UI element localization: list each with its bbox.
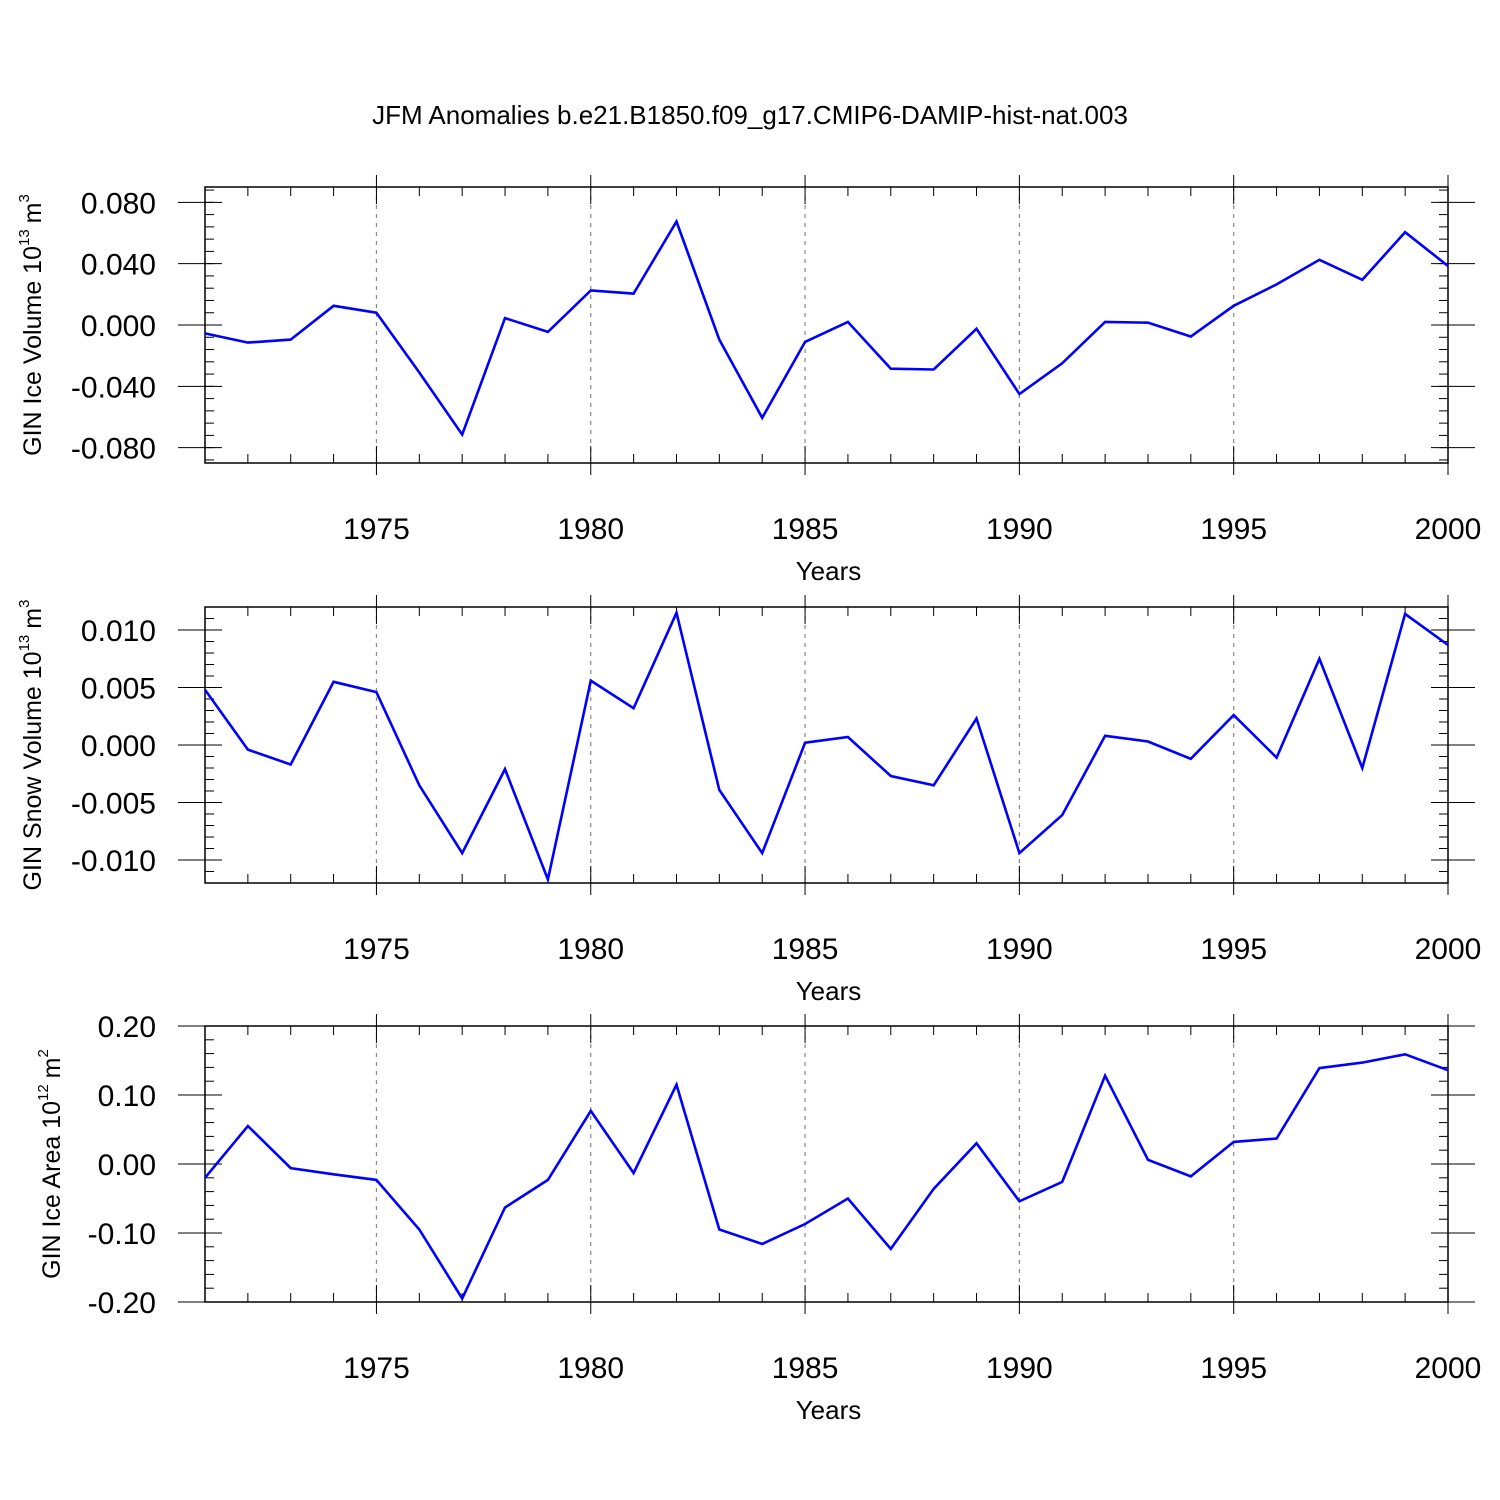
panels-group: 0.080 0.040 0.000 -0.040 -0.080 1975 1980 1985 1… — [16, 175, 1481, 1425]
x-tick-label: 1995 — [1200, 513, 1267, 546]
plot-frame — [204, 1025, 1449, 1303]
y-tick-label: -0.010 — [71, 845, 156, 878]
x-tick-label: 1980 — [557, 933, 624, 966]
panel-ice-area: 0.20 0.10 0.00 -0.10 -0.20 1975 1980 1985 1990 19… — [35, 1011, 1481, 1425]
plot-frame — [204, 606, 1449, 884]
x-axis-label: Years — [796, 976, 862, 1006]
y-axis-label: GIN Snow Volume 1013m3 — [16, 600, 47, 891]
x-tick-label: 1995 — [1200, 1352, 1267, 1385]
y-tick-label: 0.00 — [98, 1149, 156, 1182]
y-tick-label: -0.20 — [88, 1287, 156, 1320]
series-line-snow-volume — [203, 608, 1449, 885]
x-tick-label: 1985 — [772, 513, 839, 546]
x-tick-label: 1975 — [343, 1352, 410, 1385]
y-tick-label: 0.010 — [81, 615, 156, 648]
y-tick-label: 0.20 — [98, 1011, 156, 1044]
y-tick-label: 0.000 — [81, 730, 156, 763]
x-tick-label: 2000 — [1415, 1352, 1482, 1385]
y-tick-label: -0.040 — [71, 371, 156, 404]
x-tick-label: 1980 — [557, 1352, 624, 1385]
y-tick-label: -0.10 — [88, 1218, 156, 1251]
x-tick-label: 1990 — [986, 1352, 1053, 1385]
x-tick-label: 1985 — [772, 933, 839, 966]
x-tick-label: 1985 — [772, 1352, 839, 1385]
x-tick-label: 1980 — [557, 513, 624, 546]
x-tick-label: 2000 — [1415, 933, 1482, 966]
y-tick-label: 0.005 — [81, 673, 156, 706]
series-line-ice-volume — [204, 218, 1449, 438]
panel-ice-volume: 0.080 0.040 0.000 -0.040 -0.080 1975 1980 1985 1… — [16, 175, 1481, 586]
figure-title: JFM Anomalies b.e21.B1850.f09_g17.CMIP6-… — [372, 100, 1128, 130]
x-axis-label: Years — [796, 1395, 862, 1425]
series-line-ice-area — [203, 1052, 1449, 1302]
x-tick-label: 2000 — [1415, 513, 1482, 546]
y-tick-label: 0.040 — [81, 249, 156, 282]
y-tick-label: 0.080 — [81, 187, 156, 220]
y-tick-label: -0.005 — [71, 788, 156, 821]
plot-frame — [204, 186, 1449, 464]
x-tick-label: 1995 — [1200, 933, 1267, 966]
y-axis-label: GIN Ice Area 1012m2 — [35, 1049, 66, 1279]
x-tick-label: 1990 — [986, 933, 1053, 966]
panel-snow-volume: 0.010 0.005 0.000 -0.005 -0.010 1975 1980 1985 1… — [16, 595, 1481, 1006]
x-tick-label: 1975 — [343, 513, 410, 546]
x-tick-label: 1975 — [343, 933, 410, 966]
x-tick-label: 1990 — [986, 513, 1053, 546]
y-tick-label: -0.080 — [71, 433, 156, 466]
y-axis-label: GIN Ice Volume 1013m3 — [16, 194, 47, 456]
x-axis-label: Years — [796, 556, 862, 586]
y-tick-label: 0.000 — [81, 310, 156, 343]
y-tick-label: 0.10 — [98, 1080, 156, 1113]
